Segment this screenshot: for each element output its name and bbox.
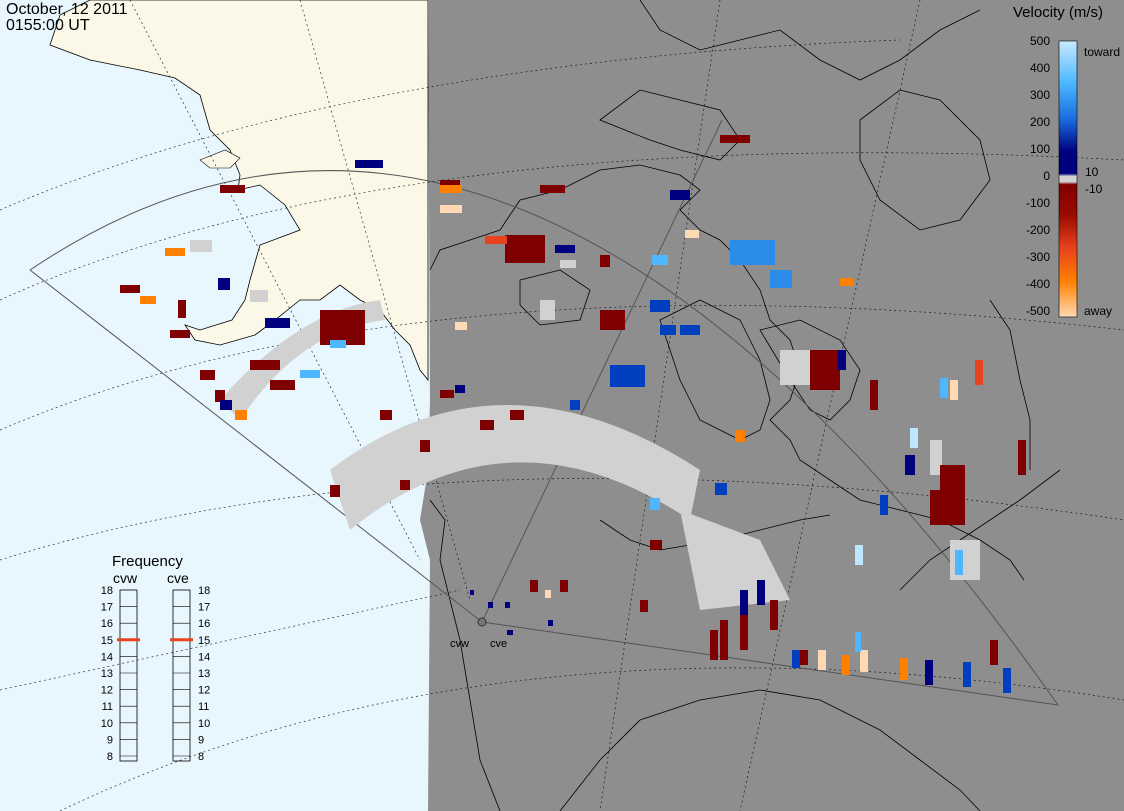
velocity-tick: -400: [1026, 277, 1050, 291]
frequency-tick-right: 14: [198, 651, 210, 663]
velocity-color-bar: [1058, 40, 1078, 318]
radar-label-cvw: cvw: [450, 638, 469, 650]
frequency-tick-left: 18: [101, 585, 113, 597]
alaska-land: [49, 0, 429, 382]
velocity-tick: -200: [1026, 223, 1050, 237]
frequency-tick-left: 14: [101, 651, 113, 663]
velocity-tick: 100: [1030, 142, 1050, 156]
frequency-column-cve: [172, 589, 191, 762]
velocity-cells-away-strong: [120, 135, 1026, 665]
velocity-tick: 300: [1030, 88, 1050, 102]
velocity-color-scale: 500 400 300 200 100 0 -100 -200 -300 -40…: [1026, 34, 1120, 318]
velocity-cells-away-light: [140, 185, 983, 680]
frequency-tick-right: 18: [198, 585, 210, 597]
velocity-cells-toward: [218, 160, 1011, 693]
velocity-tick: 400: [1030, 61, 1050, 75]
velocity-tick: -300: [1026, 250, 1050, 264]
frequency-tick-left: 16: [101, 618, 113, 630]
velocity-tick: -10: [1085, 182, 1103, 196]
frequency-tick-right: 11: [198, 701, 209, 713]
frequency-tick-left: 8: [107, 751, 113, 763]
velocity-tick: 10: [1085, 165, 1099, 179]
frequency-tick-right: 8: [198, 751, 204, 763]
aleutian-coast: [199, 149, 241, 169]
velocity-tick: 200: [1030, 115, 1050, 129]
radar-site-marker: [477, 617, 487, 627]
frequency-tick-left: 11: [102, 701, 113, 713]
observation-date: October, 12 2011: [6, 1, 128, 18]
frequency-tick-left: 9: [107, 734, 113, 746]
frequency-tick-right: 15: [198, 635, 210, 647]
radar-sites: cvw cve: [450, 617, 507, 650]
frequency-tick-right: 9: [198, 734, 204, 746]
frequency-tick-left: 10: [101, 718, 113, 730]
velocity-tick: 0: [1043, 169, 1050, 183]
frequency-tick-right: 17: [198, 602, 210, 614]
frequency-tick-right: 13: [198, 668, 210, 680]
frequency-tick-left: 12: [101, 685, 113, 697]
radar-label-cve: cve: [490, 638, 507, 650]
fov-outline: [29, 119, 1059, 706]
velocity-away-label: away: [1084, 304, 1112, 318]
frequency-tick-right: 16: [198, 618, 210, 630]
frequency-column-cvw: [119, 589, 138, 762]
velocity-tick: -500: [1026, 304, 1050, 318]
coastlines: [429, 0, 1061, 811]
frequency-tick-left: 15: [101, 635, 113, 647]
frequency-tick-left: 17: [101, 602, 113, 614]
velocity-tick: -100: [1026, 196, 1050, 210]
frequency-label-cvw: cvw: [113, 570, 138, 586]
frequency-tick-left: 13: [101, 668, 113, 680]
night-shading: [420, 0, 1124, 811]
frequency-label-cve: cve: [167, 570, 189, 586]
velocity-scale-title: Velocity (m/s): [1013, 4, 1104, 21]
velocity-toward-label: toward: [1084, 45, 1120, 59]
velocity-tick: 500: [1030, 34, 1050, 48]
observation-time: 0155:00 UT: [6, 17, 90, 34]
frequency-tick-right: 10: [198, 718, 210, 730]
frequency-title: Frequency: [112, 553, 183, 570]
frequency-tick-right: 12: [198, 685, 210, 697]
frequency-panel: Frequency cvw cve 18 18 17 17 16 16 15 15 14 14 13…: [101, 553, 211, 763]
